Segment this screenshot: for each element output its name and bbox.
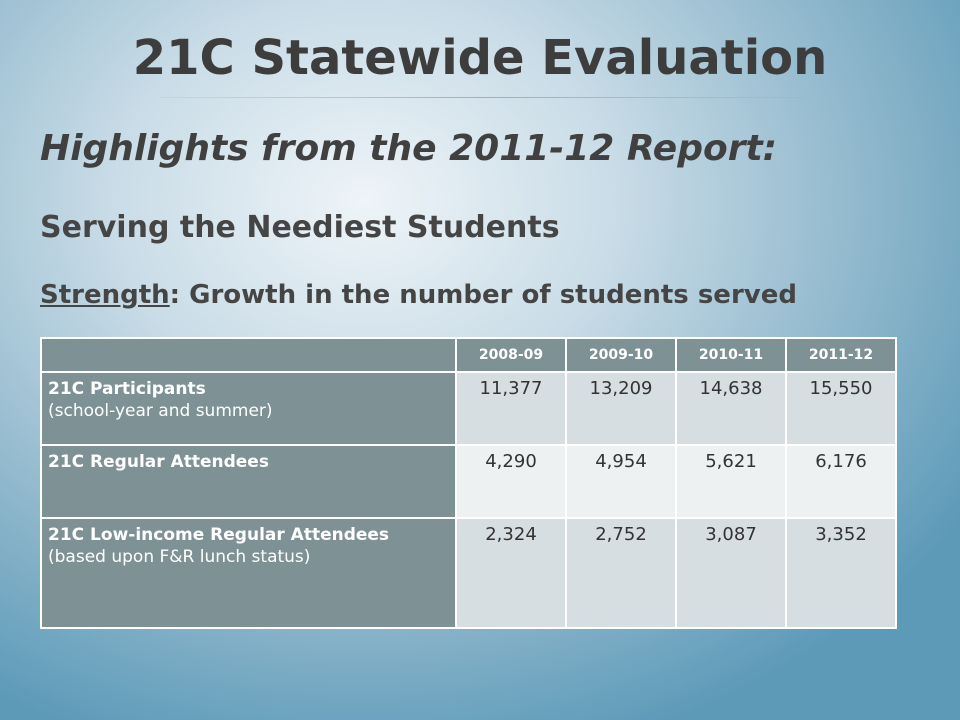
strength-text: : Growth in the number of students serve… — [169, 280, 797, 310]
table-corner-cell — [40, 337, 457, 373]
slide-title: 21C Statewide Evaluation — [132, 30, 828, 86]
table-cell: 13,209 — [565, 371, 677, 446]
table-row: 21C Participants (school-year and summer)… — [40, 371, 897, 446]
row-header: 21C Participants (school-year and summer) — [40, 371, 457, 446]
table-header-row: 2008-09 2009-10 2010-11 2011-12 — [40, 337, 897, 373]
table-cell: 3,087 — [675, 517, 787, 629]
table-cell: 11,377 — [455, 371, 567, 446]
table-cell: 2,752 — [565, 517, 677, 629]
row-header: 21C Low-income Regular Attendees (based u… — [40, 517, 457, 629]
table-cell: 5,621 — [675, 444, 787, 519]
slide-subtitle: Highlights from the 2011-12 Report: — [40, 128, 778, 169]
row-sublabel: (based upon F&R lunch status) — [48, 547, 311, 568]
table-cell: 14,638 — [675, 371, 787, 446]
column-header: 2011-12 — [785, 337, 897, 373]
strength-label: Strength — [40, 280, 170, 310]
row-label: 21C Low-income Regular Attendees — [48, 525, 390, 545]
column-header: 2009-10 — [565, 337, 677, 373]
students-served-table: 2008-09 2009-10 2010-11 2011-12 21C Part… — [40, 337, 897, 629]
table-cell: 4,954 — [565, 444, 677, 519]
title-divider — [160, 97, 810, 98]
column-header: 2010-11 — [675, 337, 787, 373]
table-cell: 15,550 — [785, 371, 897, 446]
section-heading: Serving the Neediest Students — [40, 210, 560, 245]
table-cell: 6,176 — [785, 444, 897, 519]
table-cell: 3,352 — [785, 517, 897, 629]
strength-line: Strength: Growth in the number of studen… — [40, 280, 797, 310]
column-header: 2008-09 — [455, 337, 567, 373]
row-label: 21C Regular Attendees — [48, 452, 269, 472]
table-cell: 4,290 — [455, 444, 567, 519]
table-row: 21C Regular Attendees 4,290 4,954 5,621 … — [40, 444, 897, 519]
row-sublabel: (school-year and summer) — [48, 401, 273, 422]
table-cell: 2,324 — [455, 517, 567, 629]
row-header: 21C Regular Attendees — [40, 444, 457, 519]
table-row: 21C Low-income Regular Attendees (based u… — [40, 517, 897, 629]
row-label: 21C Participants — [48, 379, 206, 399]
